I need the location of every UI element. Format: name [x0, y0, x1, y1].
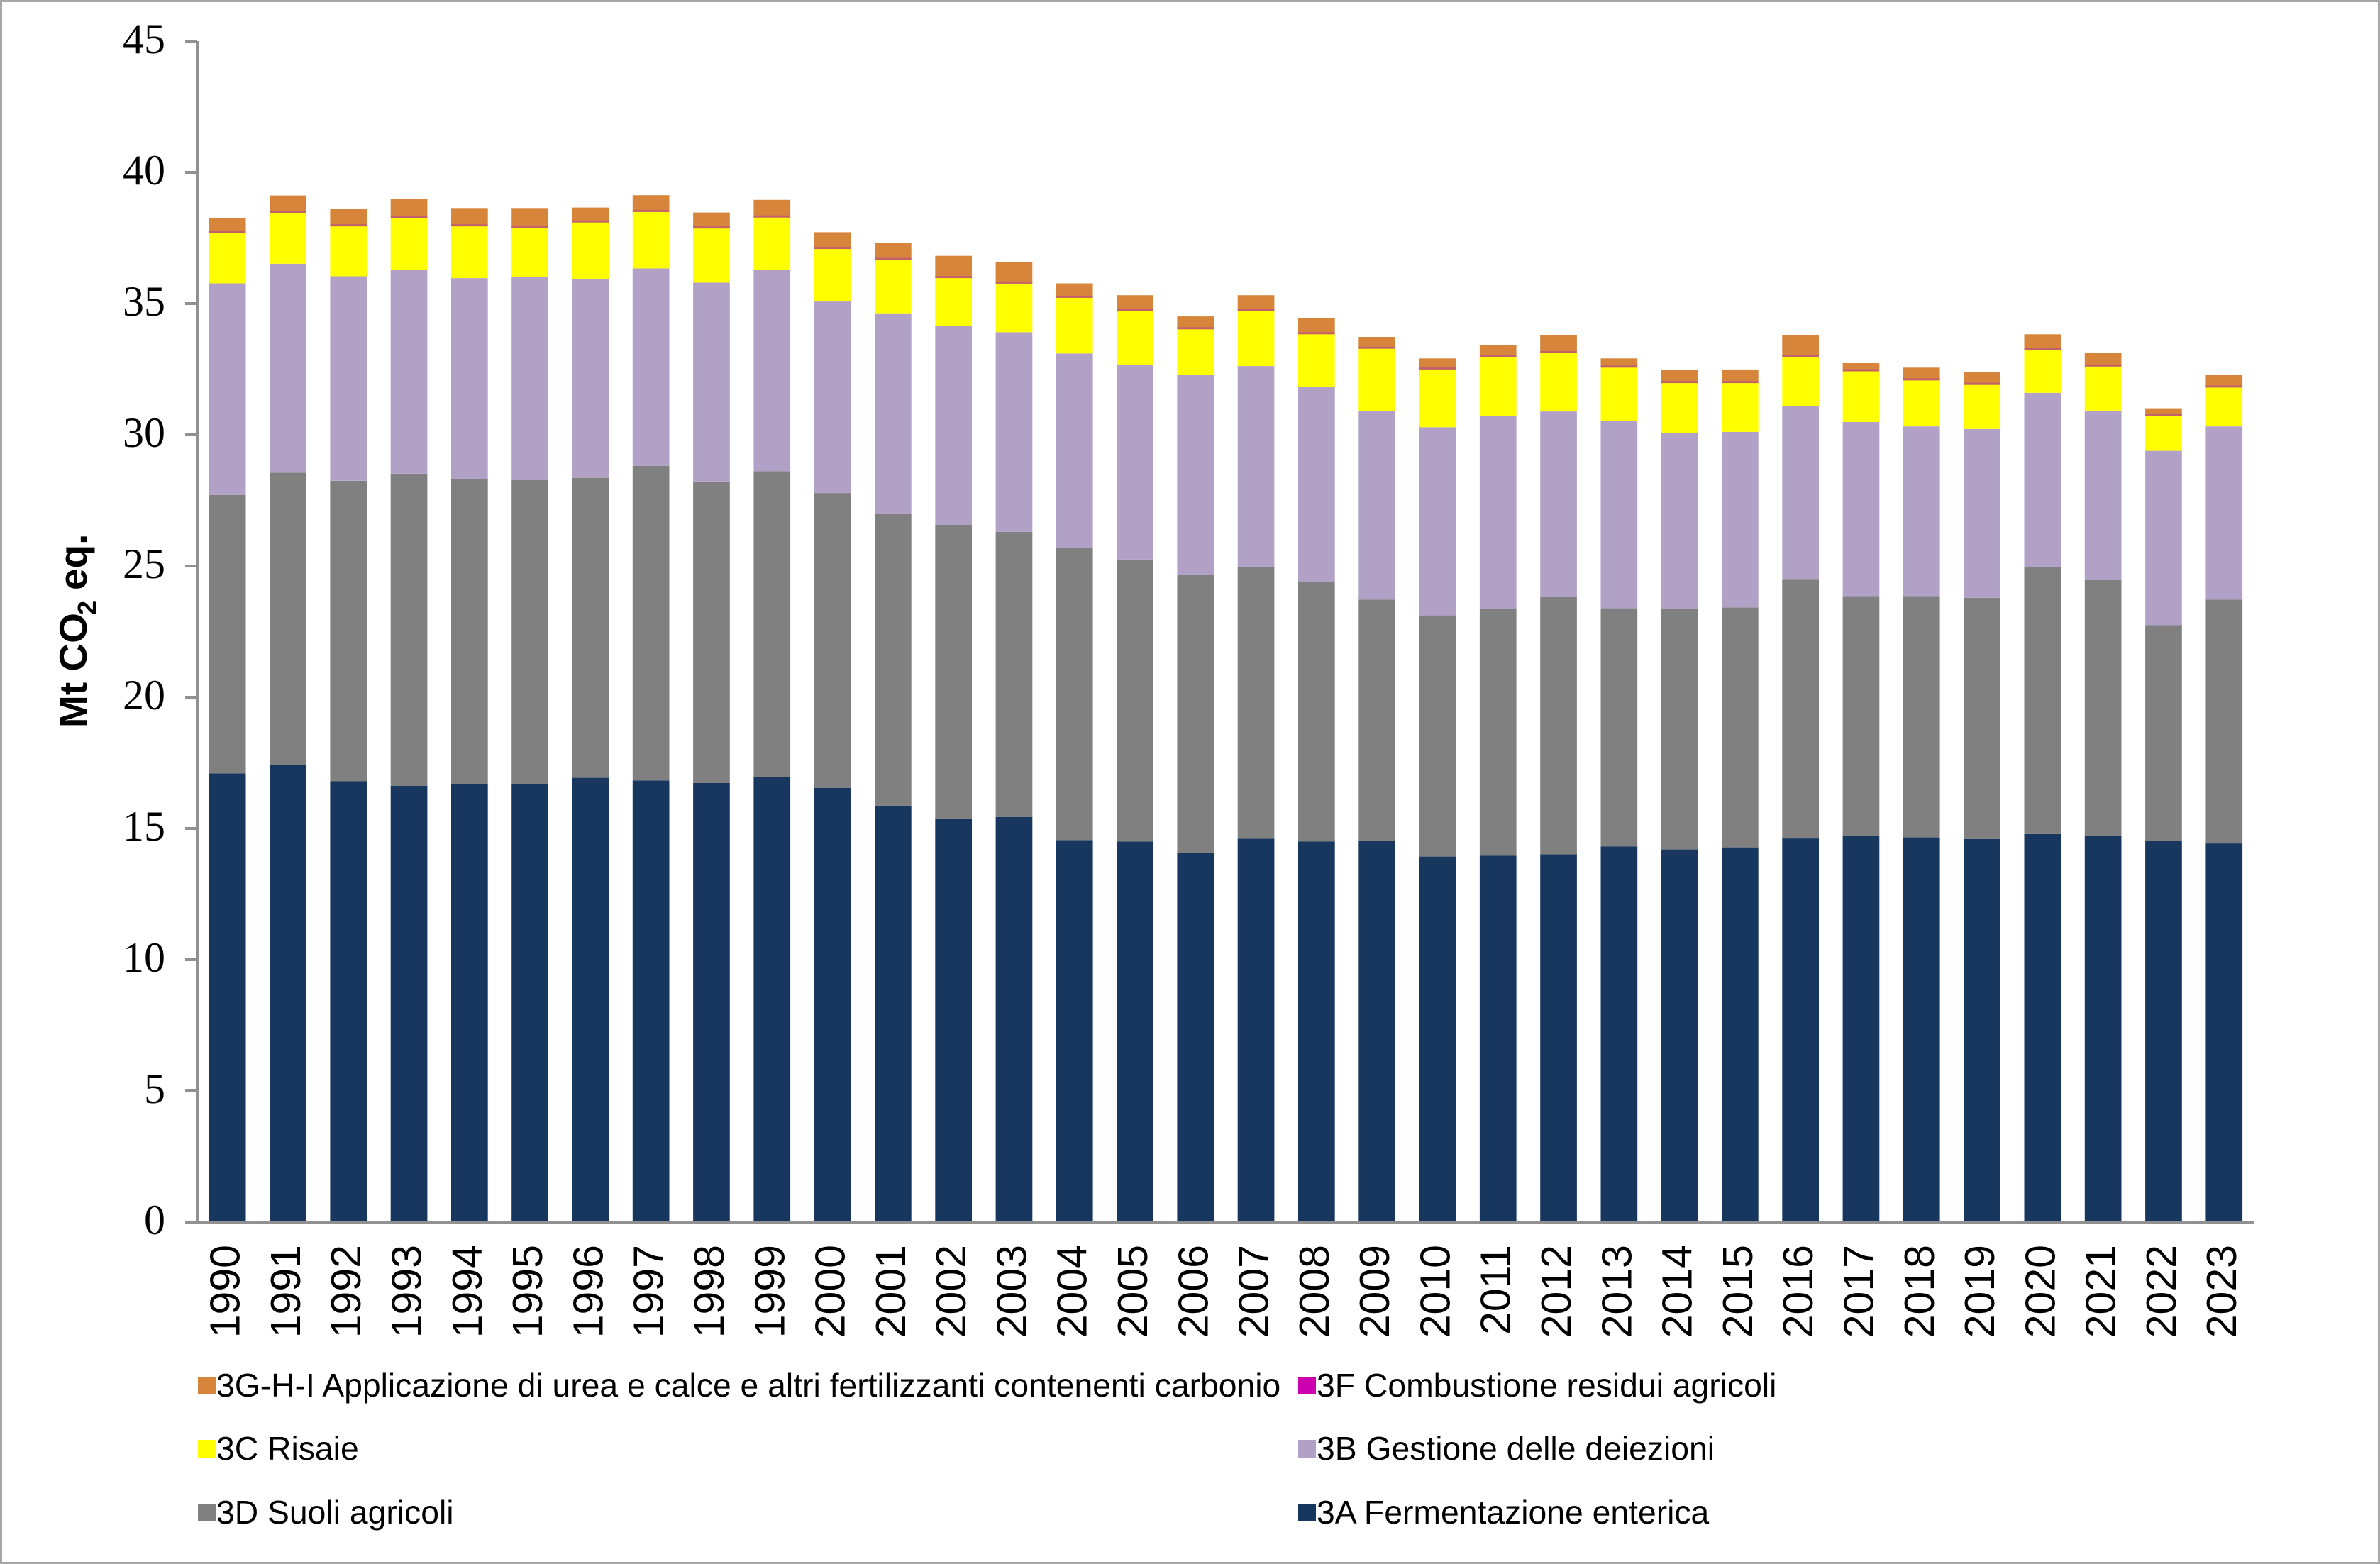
svg-text:25: 25: [123, 540, 165, 587]
svg-text:2004: 2004: [1049, 1245, 1096, 1338]
svg-text:30: 30: [123, 409, 165, 456]
svg-text:1994: 1994: [444, 1245, 491, 1338]
svg-text:1995: 1995: [504, 1245, 551, 1338]
svg-text:3G-H-I Applicazione di urea e: 3G-H-I Applicazione di urea e calce e al…: [216, 1367, 1280, 1404]
svg-text:2003: 2003: [988, 1245, 1035, 1338]
svg-text:2016: 2016: [1775, 1245, 1822, 1338]
svg-text:3C Risaie: 3C Risaie: [216, 1430, 359, 1467]
svg-text:2017: 2017: [1836, 1245, 1883, 1338]
svg-text:2010: 2010: [1412, 1245, 1459, 1338]
svg-text:2023: 2023: [2198, 1245, 2245, 1338]
svg-text:2: 2: [72, 601, 101, 615]
svg-text:1996: 1996: [565, 1245, 611, 1338]
svg-text:1997: 1997: [626, 1245, 673, 1338]
svg-text:20: 20: [123, 672, 165, 719]
svg-text:2007: 2007: [1231, 1245, 1278, 1338]
svg-text:2019: 2019: [1956, 1245, 2003, 1338]
svg-text:2021: 2021: [2078, 1245, 2125, 1338]
svg-text:2002: 2002: [928, 1245, 975, 1338]
svg-text:3B Gestione delle deiezioni: 3B Gestione delle deiezioni: [1317, 1430, 1715, 1467]
svg-text:15: 15: [123, 803, 165, 850]
svg-text:1999: 1999: [746, 1245, 793, 1338]
svg-text:10: 10: [123, 934, 165, 981]
svg-text:35: 35: [123, 278, 165, 325]
svg-text:1993: 1993: [384, 1245, 431, 1338]
svg-text:2000: 2000: [807, 1245, 854, 1338]
svg-text:2013: 2013: [1593, 1245, 1640, 1338]
svg-text:3A Fermentazione enterica: 3A Fermentazione enterica: [1317, 1494, 1710, 1531]
svg-text:3F Combustione residui agricol: 3F Combustione residui agricoli: [1317, 1367, 1776, 1404]
svg-text:2011: 2011: [1473, 1245, 1520, 1335]
svg-text:eq.: eq.: [51, 534, 95, 590]
svg-text:2005: 2005: [1109, 1245, 1156, 1338]
svg-text:3D Suoli agricoli: 3D Suoli agricoli: [216, 1494, 454, 1531]
svg-text:1998: 1998: [686, 1245, 733, 1338]
svg-text:40: 40: [123, 147, 165, 194]
svg-text:1990: 1990: [202, 1245, 249, 1338]
svg-text:5: 5: [144, 1065, 165, 1112]
svg-text:Mt CO: Mt CO: [51, 613, 95, 728]
svg-text:2006: 2006: [1170, 1245, 1217, 1338]
svg-text:2008: 2008: [1291, 1245, 1338, 1338]
svg-text:1991: 1991: [262, 1245, 309, 1338]
svg-text:0: 0: [144, 1197, 165, 1243]
svg-text:2022: 2022: [2138, 1245, 2185, 1338]
svg-text:2009: 2009: [1351, 1245, 1398, 1338]
svg-text:2001: 2001: [868, 1245, 914, 1338]
svg-text:1992: 1992: [323, 1245, 370, 1338]
svg-text:2018: 2018: [1896, 1245, 1943, 1338]
svg-text:45: 45: [123, 16, 165, 62]
svg-text:2020: 2020: [2017, 1245, 2064, 1338]
svg-text:2012: 2012: [1533, 1245, 1580, 1338]
svg-text:2015: 2015: [1715, 1245, 1761, 1338]
svg-text:2014: 2014: [1654, 1245, 1701, 1338]
